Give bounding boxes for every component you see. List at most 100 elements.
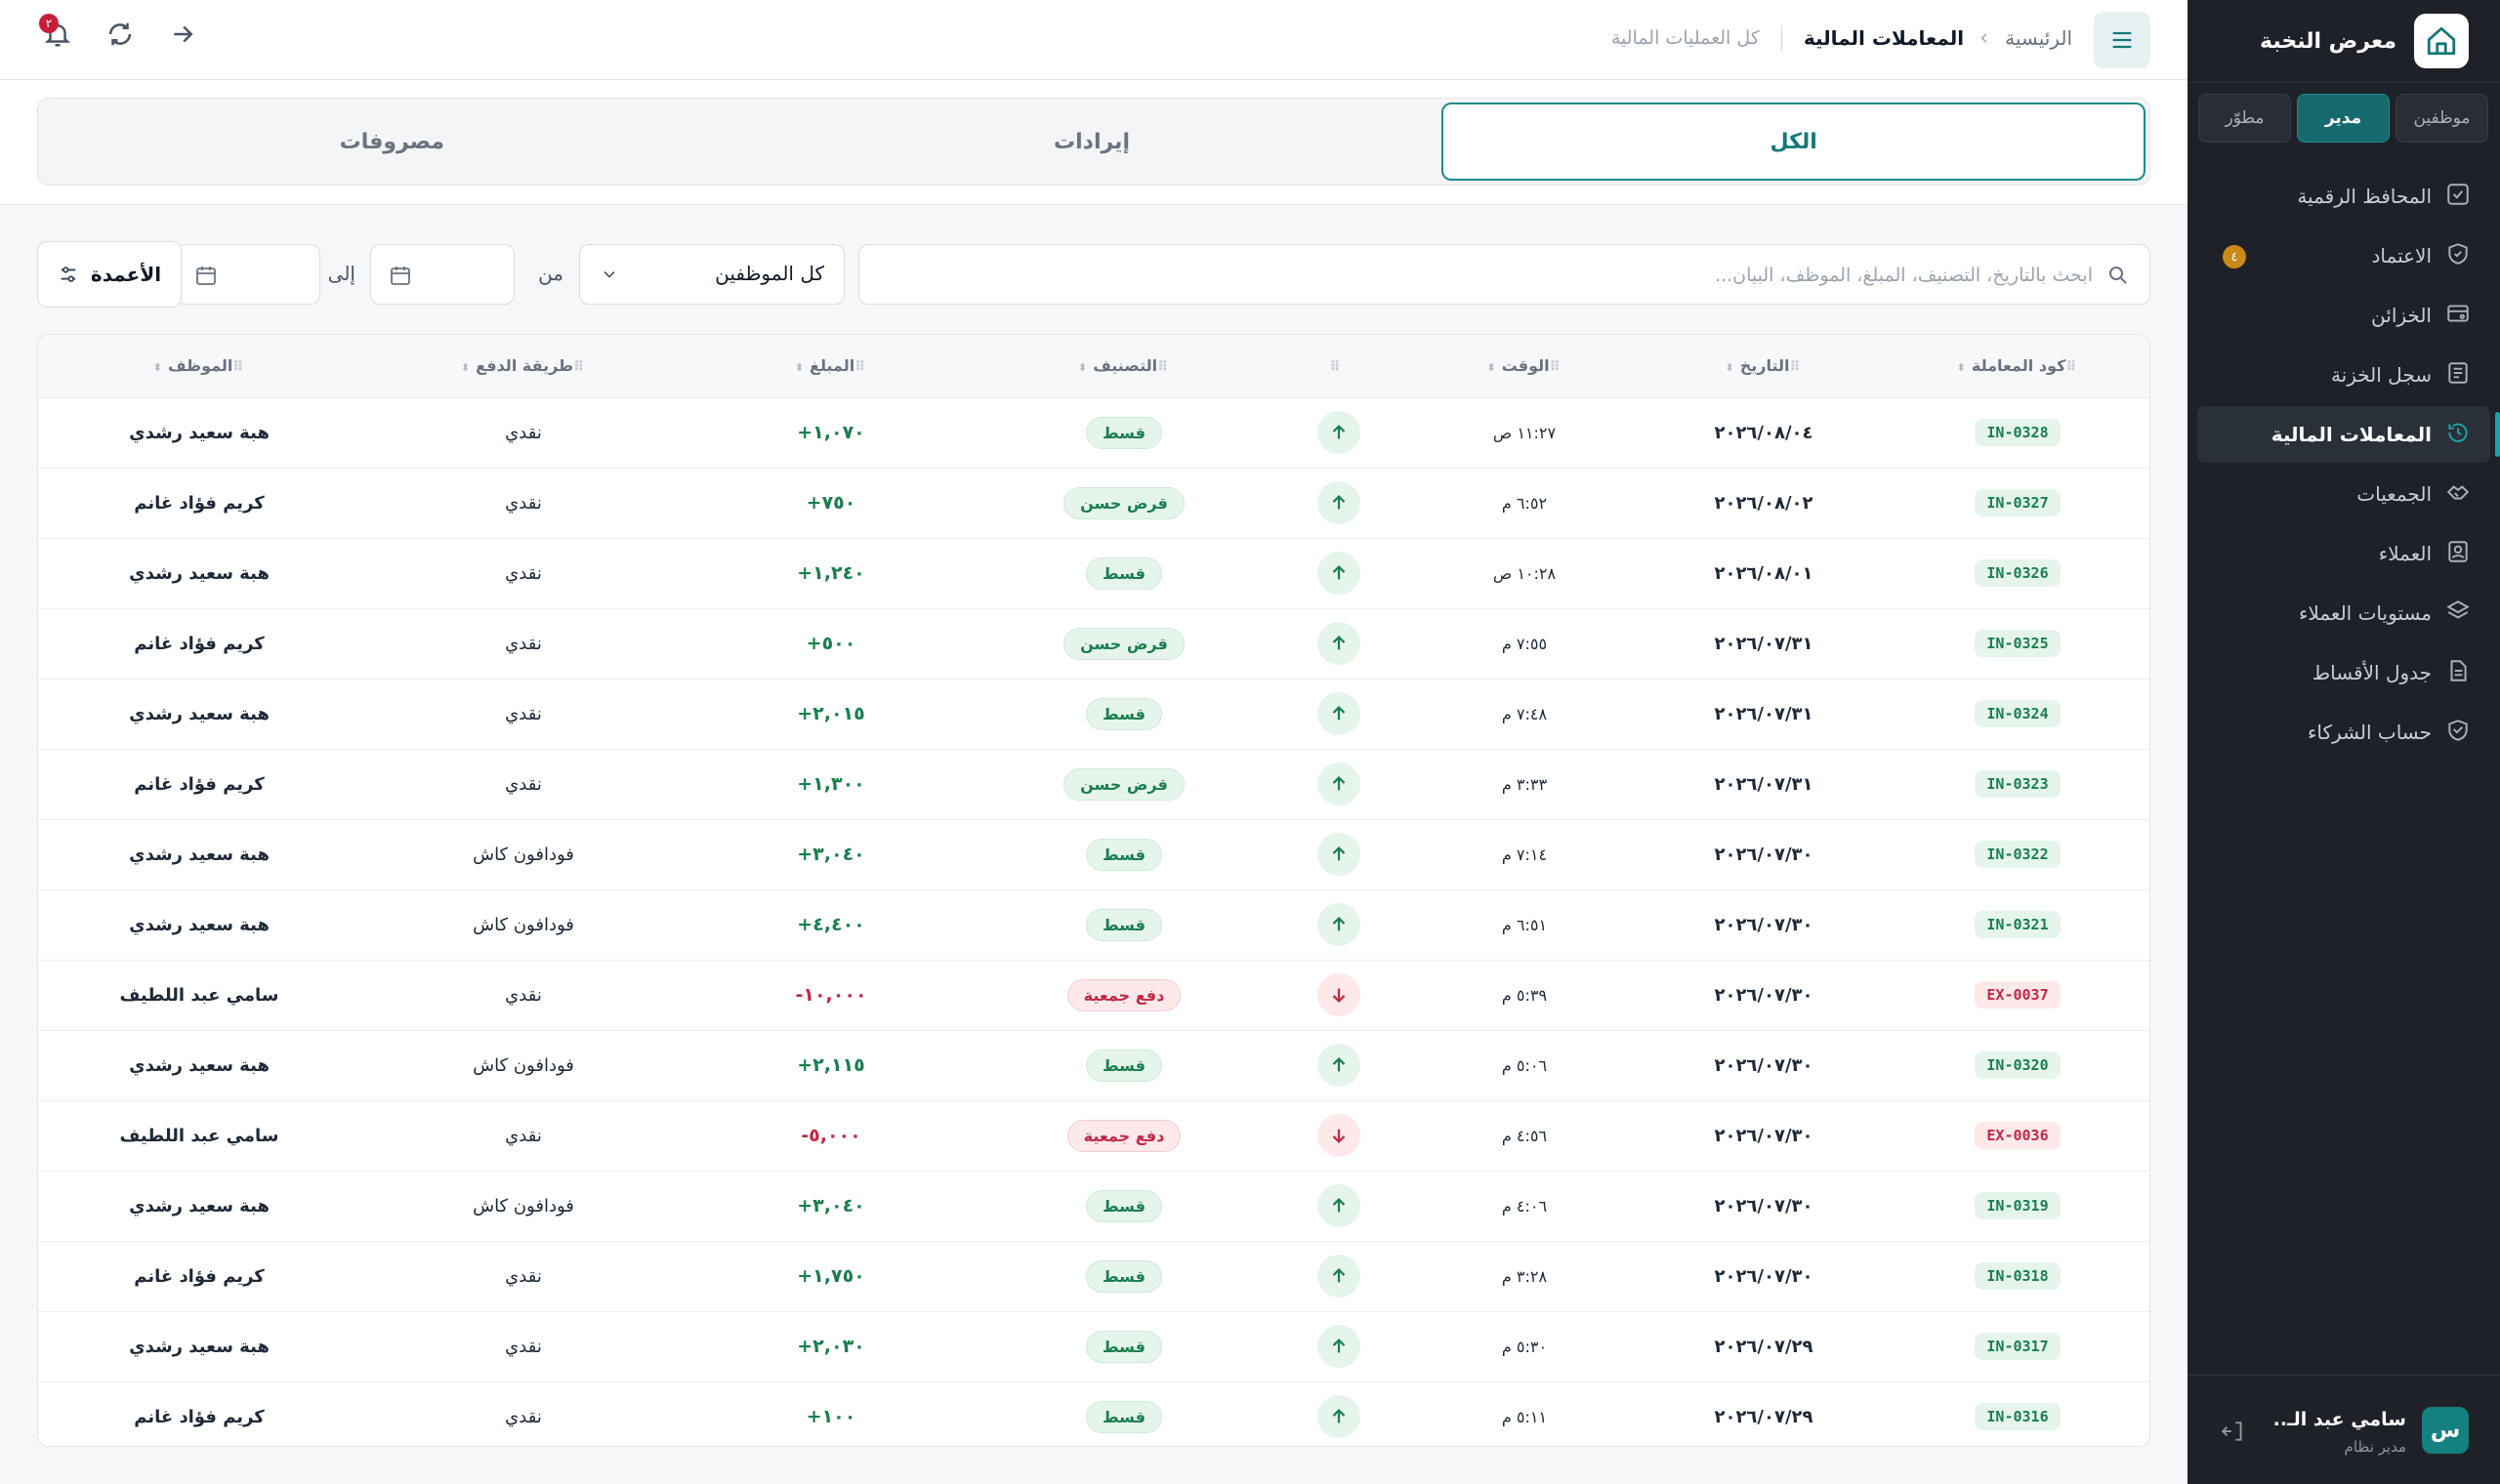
tab-expenses[interactable]: مصروفات — [339, 129, 445, 154]
drag-handle-icon[interactable]: ⠿ — [232, 359, 243, 376]
sidebar-item-clients[interactable]: العملاء — [2197, 525, 2490, 582]
column-category-header[interactable]: ⠿التصنيف ⬍ — [978, 335, 1271, 398]
sort-icon[interactable]: ⬍ — [1486, 361, 1496, 375]
column-amount-header[interactable]: ⠿المبلغ ⬍ — [685, 335, 978, 398]
avatar[interactable]: س — [2422, 1407, 2469, 1454]
column-payment-method-header[interactable]: ⠿طريقة الدفع ⬍ — [362, 335, 685, 398]
sidebar-item-safes[interactable]: الخزائن — [2197, 287, 2490, 344]
transaction-date: ٢٠٢٦/٠٧/٣٠ — [1714, 1195, 1813, 1216]
column-employee-header[interactable]: ⠿الموظف ⬍ — [38, 335, 362, 398]
sidebar-item-client-levels[interactable]: مستويات العملاء — [2197, 585, 2490, 641]
drag-handle-icon[interactable]: ⠿ — [573, 359, 584, 376]
sidebar-item-label: الخزائن — [2371, 304, 2432, 327]
transaction-code[interactable]: IN-0324 — [1975, 700, 2061, 727]
refresh-icon[interactable] — [105, 20, 135, 49]
arrow-down-icon — [1317, 973, 1360, 1016]
breadcrumb-home-link[interactable]: الرئيسية — [2005, 26, 2072, 50]
transaction-code[interactable]: IN-0322 — [1975, 841, 2061, 868]
sort-icon[interactable]: ⬍ — [794, 361, 805, 375]
table-row[interactable]: IN-0318 ٢٠٢٦/٠٧/٣٠ ٣:٢٨ م قسط +١,٧٥٠ نقدي كريم… — [38, 1241, 2149, 1311]
role-manager-button[interactable]: مدير — [2297, 94, 2390, 143]
transaction-code[interactable]: IN-0328 — [1975, 419, 2061, 446]
arrow-up-icon — [1317, 763, 1360, 805]
sidebar-item-digital-wallets[interactable]: المحافظ الرقمية — [2197, 168, 2490, 225]
table-row[interactable]: IN-0324 ٢٠٢٦/٠٧/٣١ ٧:٤٨ م قسط +٢,٠١٥ نقدي هبة … — [38, 679, 2149, 749]
role-developer-button[interactable]: مطوّر — [2198, 94, 2291, 143]
transaction-code[interactable]: IN-0319 — [1975, 1192, 2061, 1219]
transaction-code[interactable]: IN-0327 — [1975, 489, 2061, 516]
transaction-code[interactable]: IN-0323 — [1975, 770, 2061, 798]
sidebar-item-safe-log[interactable]: سجل الخزنة — [2197, 347, 2490, 403]
search-input[interactable] — [901, 257, 2093, 294]
transaction-code[interactable]: IN-0317 — [1975, 1333, 2061, 1360]
arrow-up-icon — [1317, 622, 1360, 665]
category-badge: قسط — [1086, 697, 1162, 730]
table-row[interactable]: IN-0317 ٢٠٢٦/٠٧/٢٩ ٥:٣٠ م قسط +٢,٠٣٠ نقدي هبة … — [38, 1311, 2149, 1381]
drag-handle-icon[interactable]: ⠿ — [1329, 359, 1341, 376]
notifications-bell-icon[interactable]: ٢ — [39, 14, 72, 49]
chevron-left-icon — [1978, 26, 1991, 50]
from-date-input[interactable] — [370, 244, 515, 305]
drag-handle-icon[interactable]: ⠿ — [1157, 359, 1168, 376]
drag-handle-icon[interactable]: ⠿ — [854, 359, 865, 376]
table-row[interactable]: IN-0327 ٢٠٢٦/٠٨/٠٢ ٦:٥٢ م قرض حسن +٧٥٠ نقدي كر… — [38, 468, 2149, 538]
table-row[interactable]: EX-0037 ٢٠٢٦/٠٧/٣٠ ٥:٣٩ م دفع جمعية -١٠,٠٠٠ ن… — [38, 960, 2149, 1030]
table-row[interactable]: IN-0326 ٢٠٢٦/٠٨/٠١ ١٠:٢٨ ص قسط +١,٢٤٠ نقدي هبة… — [38, 538, 2149, 608]
role-employees-button[interactable]: موظفين — [2396, 94, 2488, 143]
column-code-header[interactable]: ⠿كود المعاملة ⬍ — [1886, 335, 2149, 398]
payment-method: فودافون كاش — [473, 1195, 574, 1216]
tab-all[interactable]: الكل — [1441, 103, 2146, 181]
sidebar-item-associations[interactable]: الجمعيات — [2197, 466, 2490, 522]
table-row[interactable]: IN-0328 ٢٠٢٦/٠٨/٠٤ ١١:٢٧ ص قسط +١,٠٧٠ نقدي هبة… — [38, 397, 2149, 468]
sidebar-item-financial-transactions[interactable]: المعاملات المالية — [2197, 406, 2500, 463]
transaction-code[interactable]: EX-0037 — [1975, 981, 2061, 1009]
sidebar-item-partners[interactable]: حساب الشركاء — [2197, 704, 2490, 761]
table-row[interactable]: IN-0321 ٢٠٢٦/٠٧/٣٠ ٦:٥١ م قسط +٤,٤٠٠ فودافون … — [38, 889, 2149, 960]
employee-select[interactable]: كل الموظفين — [579, 244, 845, 305]
drag-handle-icon[interactable]: ⠿ — [1549, 359, 1561, 376]
transaction-time: ٣:٢٨ م — [1501, 1266, 1548, 1286]
table-row[interactable]: IN-0322 ٢٠٢٦/٠٧/٣٠ ٧:١٤ م قسط +٣,٠٤٠ فودافون … — [38, 819, 2149, 889]
sidebar-item-installments[interactable]: جدول الأقساط — [2197, 644, 2490, 701]
transaction-code[interactable]: IN-0321 — [1975, 911, 2061, 938]
table-row[interactable]: IN-0319 ٢٠٢٦/٠٧/٣٠ ٤:٠٦ م قسط +٣,٠٤٠ فودافون … — [38, 1171, 2149, 1241]
column-time-header[interactable]: ⠿الوقت ⬍ — [1407, 335, 1642, 398]
drag-handle-icon[interactable]: ⠿ — [2065, 359, 2076, 376]
sort-icon[interactable]: ⬍ — [1956, 361, 1966, 375]
transactions-table-card: ⠿كود المعاملة⬍ ⠿التاريخ⬍ ⠿الوقت⬍ ⠿ ⠿التصنيف⬍… — [37, 334, 2150, 1447]
column-date-header[interactable]: ⠿التاريخ ⬍ — [1642, 335, 1886, 398]
table-row[interactable]: IN-0323 ٢٠٢٦/٠٧/٣١ ٣:٣٣ م قرض حسن +١,٣٠٠ نقدي… — [38, 749, 2149, 819]
sort-icon[interactable]: ⬍ — [152, 361, 162, 375]
main-content: الرئيسية المعاملات المالية كل العمليات ا… — [0, 12, 2188, 1447]
transaction-date: ٢٠٢٦/٠٧/٣٠ — [1714, 984, 1813, 1006]
logout-icon[interactable] — [2221, 1419, 2246, 1449]
transaction-code[interactable]: IN-0316 — [1975, 1403, 2061, 1430]
transaction-code[interactable]: IN-0326 — [1975, 559, 2061, 587]
tab-income[interactable]: إيرادات — [1054, 129, 1130, 154]
table-row[interactable]: IN-0316 ٢٠٢٦/٠٧/٢٩ ٥:١١ م قسط +١٠٠ نقدي كريم ف… — [38, 1381, 2149, 1446]
breadcrumb: الرئيسية المعاملات المالية كل العمليات ا… — [1611, 25, 2072, 51]
sort-icon[interactable]: ⬍ — [1725, 361, 1734, 375]
columns-button[interactable]: الأعمدة — [37, 241, 182, 308]
sort-icon[interactable]: ⬍ — [1077, 361, 1088, 375]
column-direction-header[interactable]: ⠿ — [1271, 335, 1407, 398]
menu-toggle-button[interactable] — [2094, 12, 2150, 68]
category-badge: قرض حسن — [1063, 486, 1185, 519]
back-arrow-icon[interactable] — [168, 20, 197, 49]
brand[interactable]: معرض النخبة — [2260, 14, 2469, 68]
transaction-code[interactable]: IN-0320 — [1975, 1051, 2061, 1079]
table-row[interactable]: IN-0325 ٢٠٢٦/٠٧/٣١ ٧:٥٥ م قرض حسن +٥٠٠ نقدي كر… — [38, 608, 2149, 679]
document-icon — [2445, 658, 2471, 688]
sort-icon[interactable]: ⬍ — [460, 361, 471, 375]
payment-method: فودافون كاش — [473, 844, 574, 865]
table-row[interactable]: EX-0036 ٢٠٢٦/٠٧/٣٠ ٤:٥٦ م دفع جمعية -٥,٠٠٠ نق… — [38, 1100, 2149, 1171]
history-icon — [2445, 420, 2471, 450]
transaction-code[interactable]: IN-0325 — [1975, 630, 2061, 657]
transaction-code[interactable]: EX-0036 — [1975, 1122, 2061, 1149]
arrow-up-icon — [1317, 1044, 1360, 1087]
drag-handle-icon[interactable]: ⠿ — [1789, 359, 1801, 376]
transaction-code[interactable]: IN-0318 — [1975, 1262, 2061, 1290]
table-row[interactable]: IN-0320 ٢٠٢٦/٠٧/٣٠ ٥:٠٦ م قسط +٢,١١٥ فودافون … — [38, 1030, 2149, 1100]
sidebar-item-approvals[interactable]: الاعتماد ٤ — [2197, 227, 2490, 284]
to-date-input[interactable] — [176, 244, 320, 305]
